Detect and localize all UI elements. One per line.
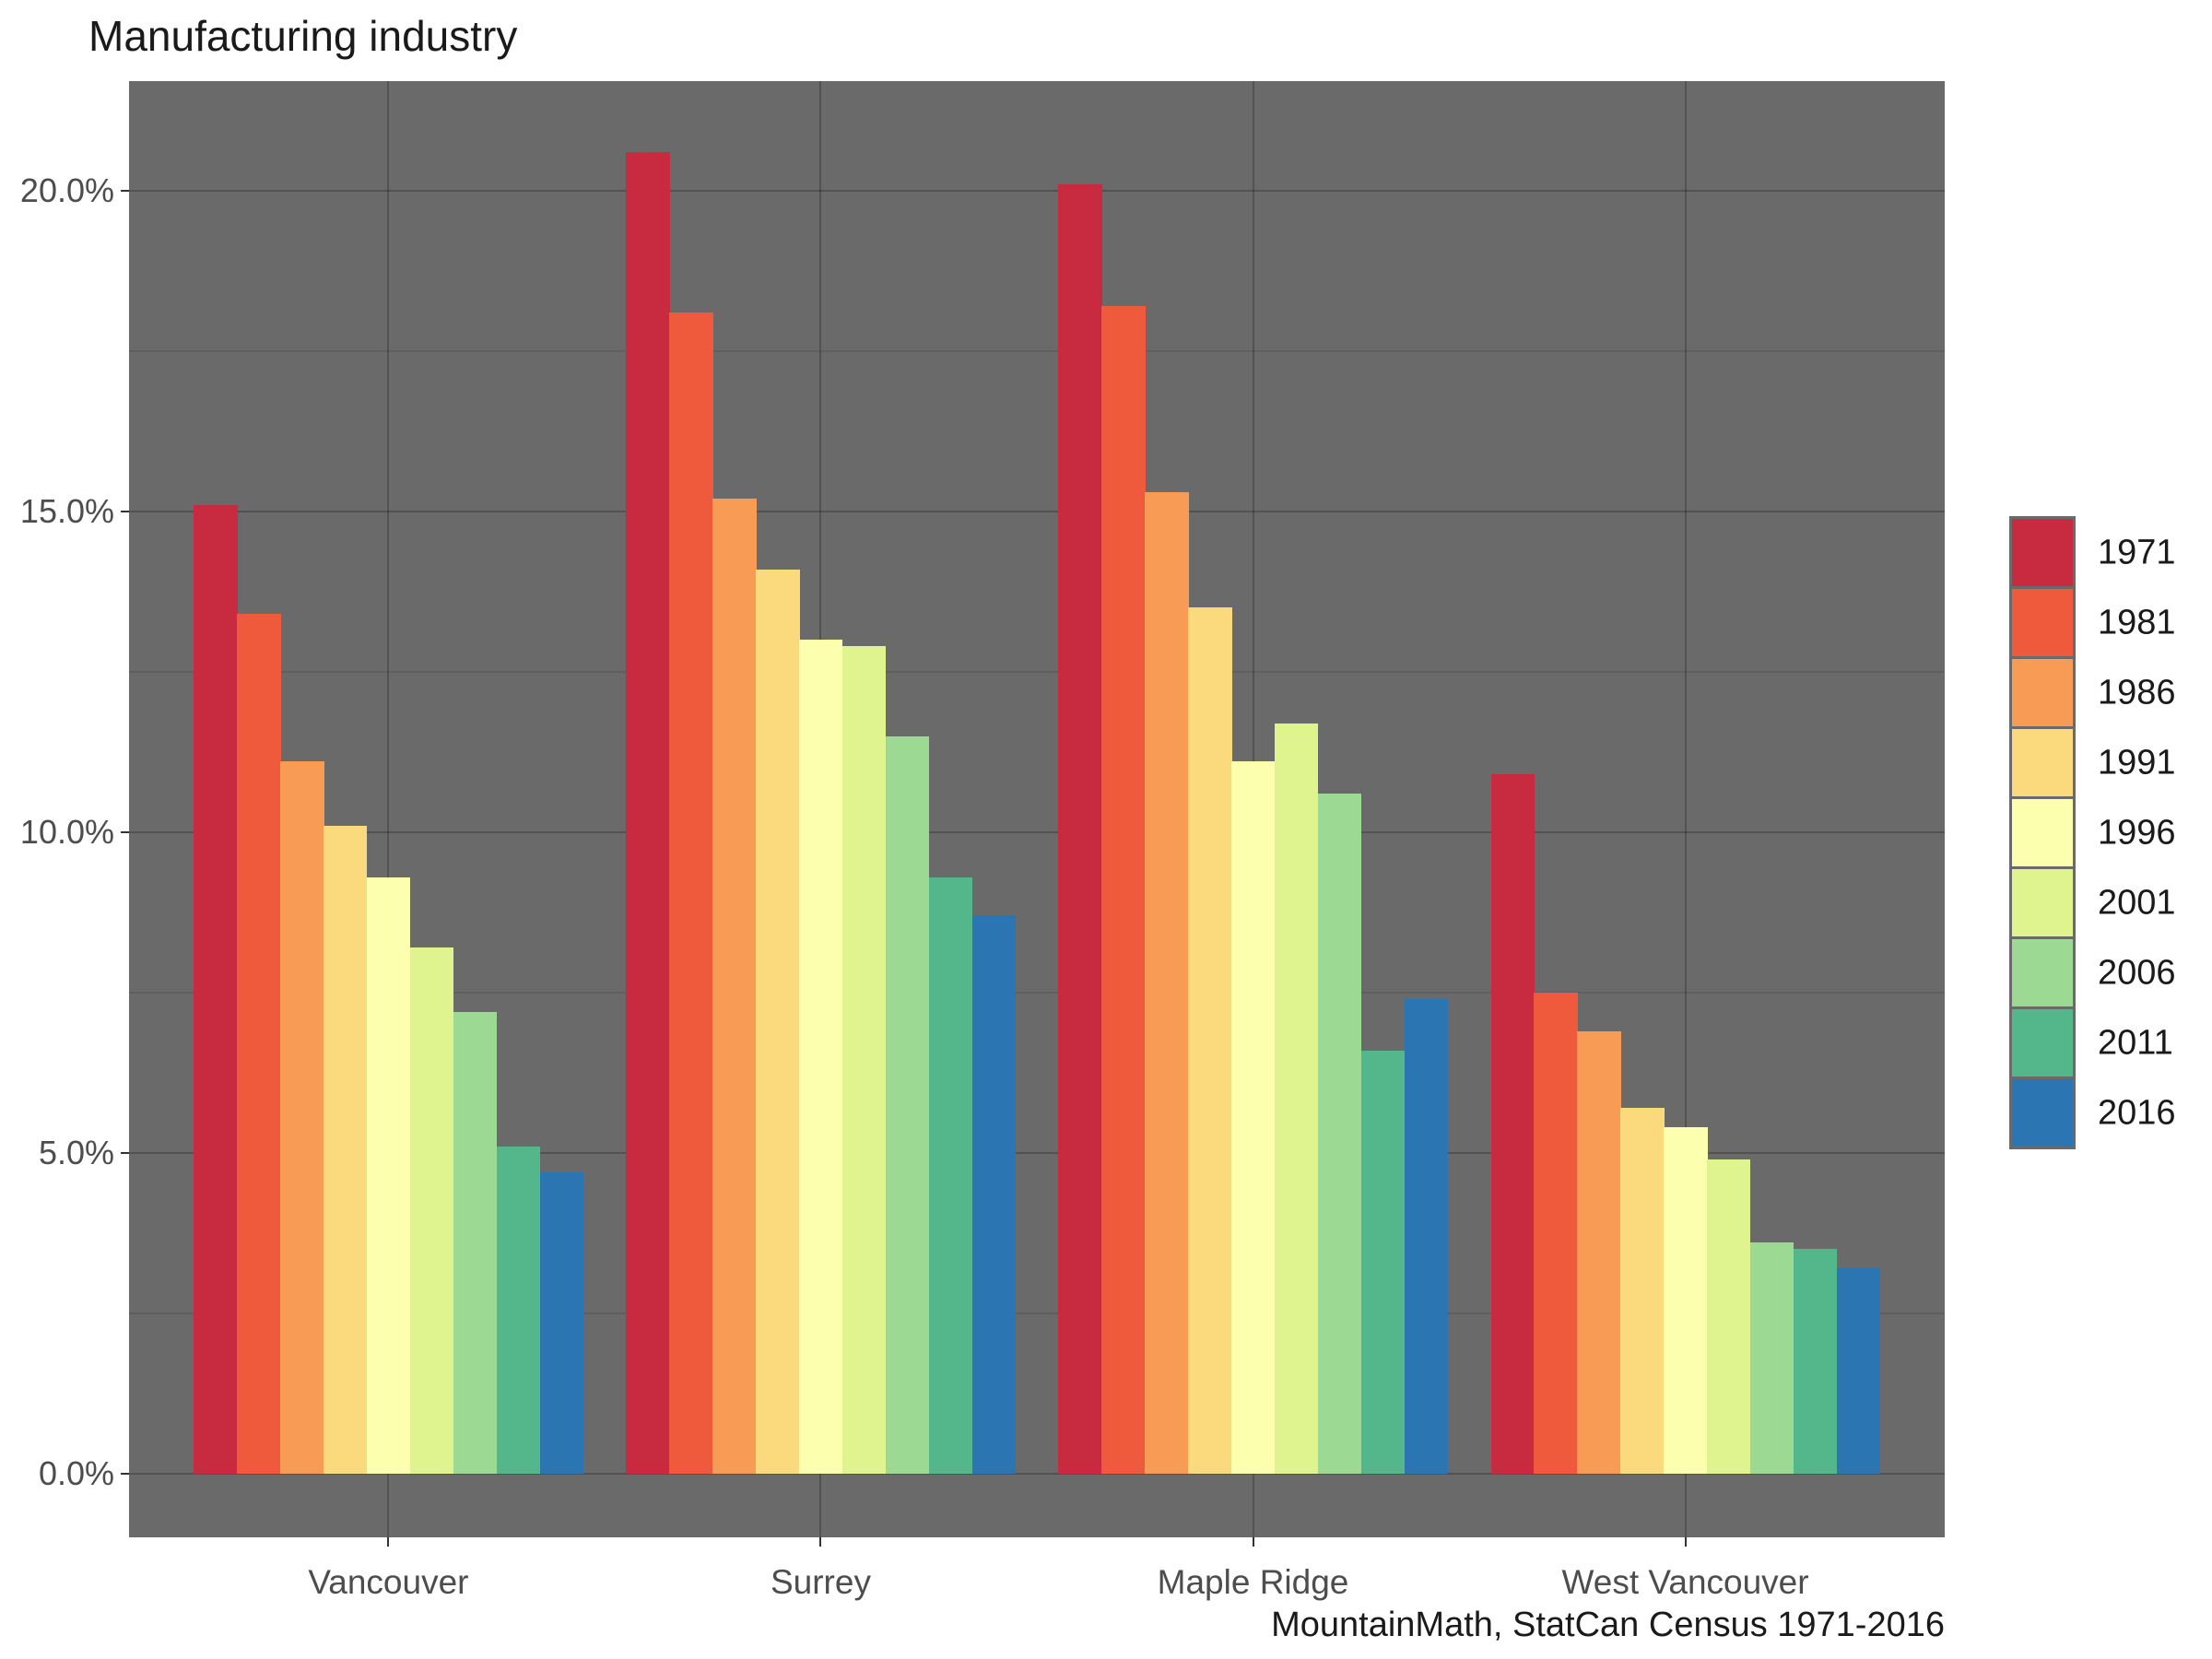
bar-west-vancouver-2001: [1707, 1159, 1751, 1474]
legend-swatch-1986: [2009, 656, 2076, 729]
bar-surrey-2001: [841, 646, 887, 1474]
legend-label-1981: 1981: [2098, 603, 2176, 642]
bar-vancouver-2016: [539, 1171, 583, 1474]
bar-maple-ridge-1981: [1101, 306, 1146, 1474]
y-tick-label-10.0%: 10.0%: [19, 813, 114, 851]
x-tick-mark-3: [1684, 1537, 1687, 1547]
legend-swatch-2006: [2009, 936, 2076, 1009]
bar-surrey-1991: [756, 569, 800, 1474]
bar-maple-ridge-2011: [1360, 1050, 1406, 1474]
gridline-major-15: [129, 511, 1945, 512]
y-tick-mark-0: [121, 1473, 129, 1475]
y-tick-mark-15: [121, 511, 129, 512]
chart-title: Manufacturing industry: [88, 12, 518, 60]
bar-vancouver-1986: [280, 761, 324, 1474]
x-tick-mark-0: [387, 1537, 390, 1547]
y-tick-label-0.0%: 0.0%: [38, 1454, 114, 1492]
bar-maple-ridge-1996: [1231, 761, 1276, 1474]
legend-swatch-2011: [2009, 1006, 2076, 1079]
bar-surrey-2011: [928, 877, 973, 1474]
bar-surrey-1981: [669, 312, 713, 1474]
gridline-category-3: [1684, 81, 1687, 1537]
x-tick-mark-2: [1252, 1537, 1254, 1547]
x-tick-label-west-vancouver: West Vancouver: [1561, 1563, 1809, 1601]
legend-swatch-1991: [2009, 726, 2076, 799]
gridline-major-5: [129, 1152, 1945, 1154]
legend-label-1996: 1996: [2098, 813, 2176, 853]
gridline-minor-7.5: [129, 992, 1945, 994]
y-tick-mark-20: [121, 190, 129, 192]
x-tick-label-vancouver: Vancouver: [308, 1563, 469, 1601]
legend-swatch-1981: [2009, 586, 2076, 659]
plot-panel: [129, 81, 1945, 1537]
y-tick-mark-5: [121, 1152, 129, 1154]
bar-vancouver-2011: [496, 1147, 541, 1474]
bar-west-vancouver-2011: [1793, 1249, 1838, 1474]
legend-swatch-1996: [2009, 796, 2076, 869]
bar-vancouver-2001: [409, 947, 454, 1474]
legend-label-2006: 2006: [2098, 953, 2176, 993]
bar-west-vancouver-1981: [1534, 993, 1578, 1474]
legend-label-2011: 2011: [2098, 1023, 2173, 1063]
bar-maple-ridge-1991: [1188, 607, 1232, 1474]
bar-west-vancouver-1991: [1620, 1108, 1665, 1474]
gridline-major-20: [129, 190, 1945, 192]
gridline-category-0: [387, 81, 390, 1537]
bar-vancouver-1996: [366, 877, 411, 1474]
gridline-minor-17.5: [129, 350, 1945, 352]
bar-surrey-1971: [626, 152, 670, 1474]
gridline-minor-2.5: [129, 1312, 1945, 1314]
bar-maple-ridge-1971: [1058, 184, 1102, 1474]
bar-vancouver-1971: [194, 505, 238, 1474]
legend-label-1991: 1991: [2098, 743, 2176, 782]
legend-label-2016: 2016: [2098, 1093, 2176, 1133]
bar-maple-ridge-2001: [1274, 723, 1319, 1474]
legend-label-1971: 1971: [2098, 533, 2176, 572]
bar-surrey-1996: [799, 640, 843, 1474]
y-tick-mark-10: [121, 831, 129, 833]
y-tick-label-15.0%: 15.0%: [19, 492, 114, 530]
bar-surrey-2016: [971, 915, 1017, 1474]
bar-west-vancouver-1996: [1664, 1127, 1708, 1474]
bar-maple-ridge-2016: [1404, 998, 1449, 1474]
legend-label-2001: 2001: [2098, 883, 2176, 923]
gridline-minor-12.5: [129, 671, 1945, 673]
y-tick-label-20.0%: 20.0%: [19, 171, 114, 209]
y-tick-label-5.0%: 5.0%: [38, 1134, 114, 1171]
bar-maple-ridge-2006: [1317, 794, 1362, 1474]
bar-vancouver-1991: [324, 826, 368, 1474]
bar-maple-ridge-1986: [1145, 492, 1189, 1474]
legend-swatch-1971: [2009, 516, 2076, 589]
bar-west-vancouver-2016: [1836, 1268, 1881, 1474]
bar-surrey-1986: [712, 499, 757, 1474]
bar-vancouver-1981: [237, 614, 281, 1474]
legend-swatch-2001: [2009, 866, 2076, 939]
x-tick-label-maple-ridge: Maple Ridge: [1157, 1563, 1349, 1601]
caption: MountainMath, StatCan Census 1971-2016: [1271, 1606, 1945, 1644]
bar-vancouver-2006: [453, 1011, 498, 1474]
gridline-major-0: [129, 1473, 1945, 1475]
x-tick-mark-1: [819, 1537, 822, 1547]
bar-west-vancouver-1986: [1577, 1030, 1621, 1474]
bar-surrey-2006: [885, 735, 930, 1474]
bar-west-vancouver-1971: [1490, 774, 1535, 1474]
legend-label-1986: 1986: [2098, 673, 2176, 712]
x-tick-label-surrey: Surrey: [770, 1563, 871, 1601]
gridline-major-10: [129, 831, 1945, 833]
bar-west-vancouver-2006: [1749, 1242, 1794, 1474]
legend-swatch-2016: [2009, 1077, 2076, 1149]
